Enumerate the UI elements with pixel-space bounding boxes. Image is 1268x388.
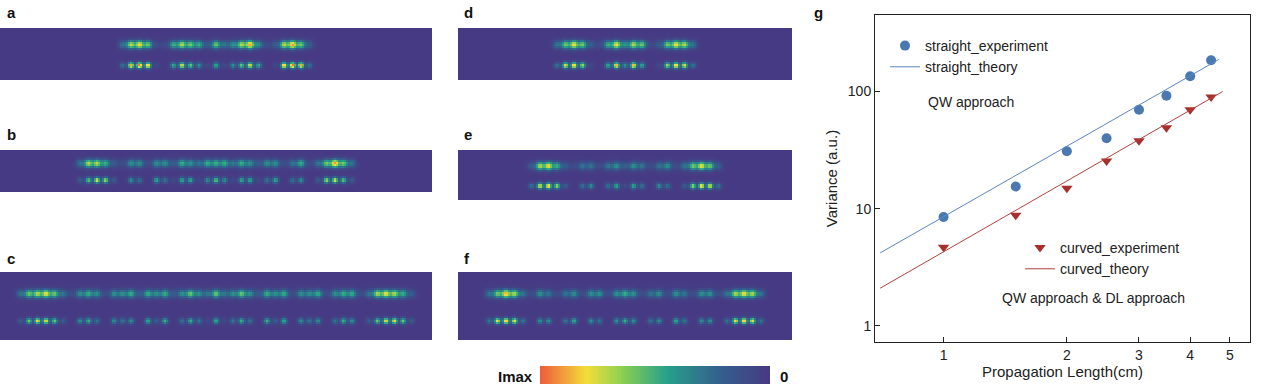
svg-text:Propagation Length(cm): Propagation Length(cm) <box>982 363 1143 380</box>
svg-text:1: 1 <box>940 347 948 363</box>
svg-text:straight_experiment: straight_experiment <box>925 38 1048 54</box>
svg-text:curved_experiment: curved_experiment <box>1060 240 1179 256</box>
svg-text:QW approach: QW approach <box>928 94 1014 110</box>
svg-text:f: f <box>464 250 470 267</box>
svg-text:2: 2 <box>1063 347 1071 363</box>
svg-text:Imax: Imax <box>498 368 533 385</box>
svg-text:a: a <box>7 4 16 21</box>
svg-text:straight_theory: straight_theory <box>925 59 1018 75</box>
svg-text:3: 3 <box>1135 347 1143 363</box>
svg-text:4: 4 <box>1186 347 1194 363</box>
svg-text:5: 5 <box>1226 347 1234 363</box>
svg-text:curved_theory: curved_theory <box>1060 261 1149 277</box>
svg-text:d: d <box>464 4 473 21</box>
svg-text:QW approach & DL approach: QW approach & DL approach <box>1002 290 1185 306</box>
svg-text:1: 1 <box>863 318 871 334</box>
svg-text:b: b <box>7 126 16 143</box>
svg-text:g: g <box>814 4 823 21</box>
svg-text:e: e <box>464 126 472 143</box>
svg-text:100: 100 <box>848 83 872 99</box>
svg-text:10: 10 <box>856 201 872 217</box>
svg-text:0: 0 <box>780 368 788 385</box>
svg-text:c: c <box>7 250 15 267</box>
svg-text:Variance (a.u.): Variance (a.u.) <box>823 130 840 227</box>
